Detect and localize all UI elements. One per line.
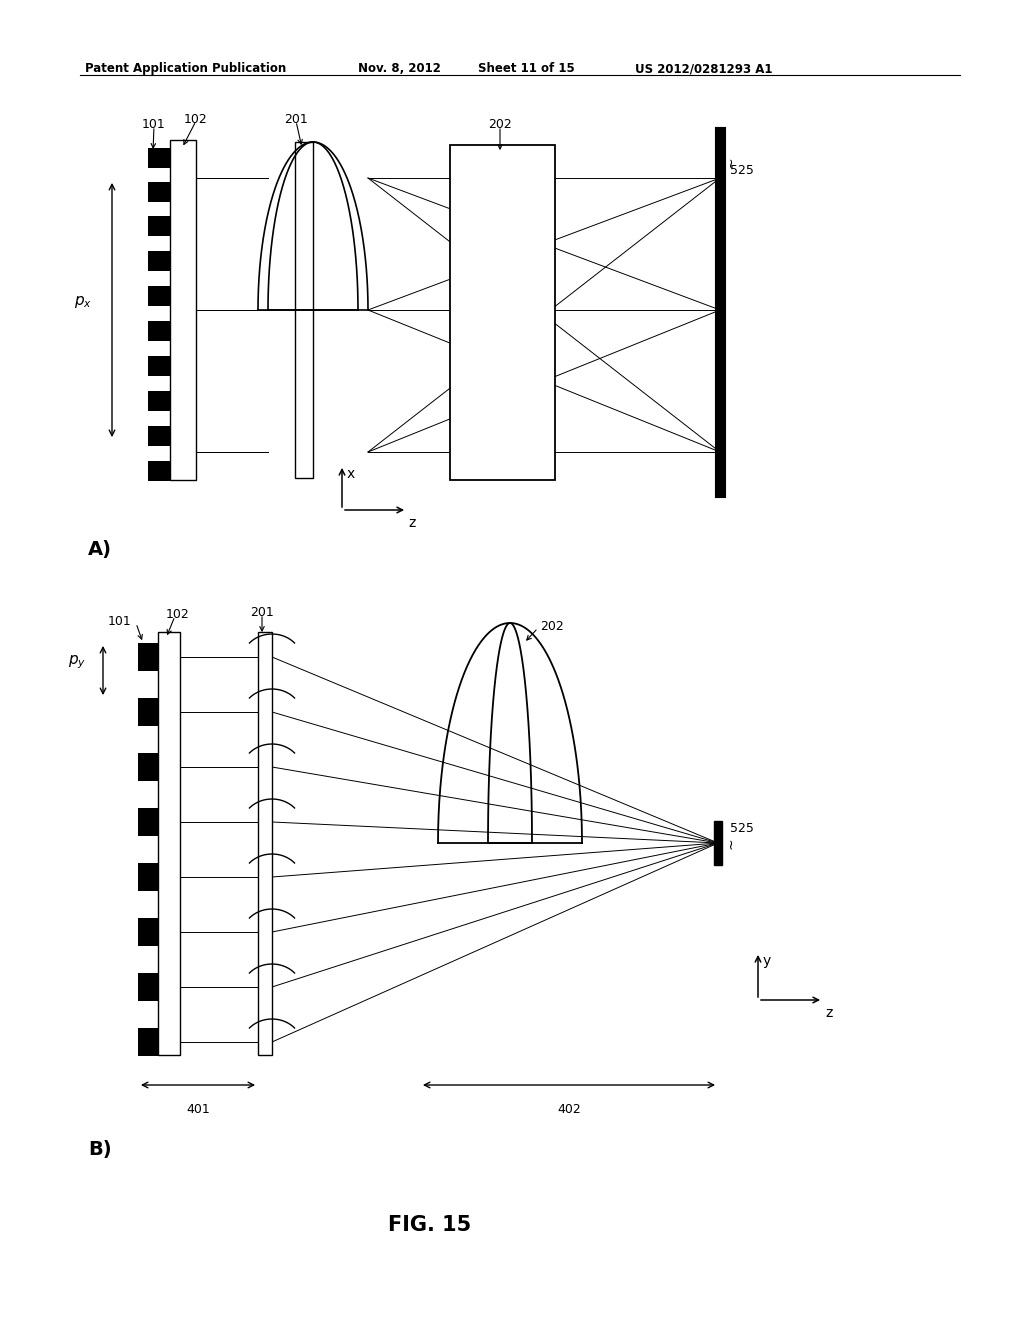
Text: z: z [825, 1006, 833, 1020]
Text: 201: 201 [250, 606, 273, 619]
Text: Patent Application Publication: Patent Application Publication [85, 62, 287, 75]
Bar [148, 391, 170, 411]
Bar [138, 698, 158, 726]
Text: B): B) [88, 1140, 112, 1159]
Text: 202: 202 [540, 620, 564, 634]
Text: 201: 201 [284, 114, 308, 125]
Bar [148, 461, 170, 480]
Text: y: y [763, 954, 771, 968]
Bar [138, 863, 158, 891]
Bar [138, 752, 158, 781]
Bar [148, 182, 170, 202]
Bar [714, 821, 722, 865]
Bar [138, 917, 158, 946]
Text: 525: 525 [730, 164, 754, 177]
Bar [138, 643, 158, 671]
Bar [148, 426, 170, 446]
Text: $p_y$: $p_y$ [68, 653, 86, 671]
Bar [148, 286, 170, 306]
Bar [295, 143, 313, 478]
Text: FIG. 15: FIG. 15 [388, 1214, 472, 1236]
Text: 102: 102 [166, 609, 189, 620]
Bar [148, 321, 170, 341]
Text: Sheet 11 of 15: Sheet 11 of 15 [478, 62, 574, 75]
Text: 401: 401 [186, 1104, 210, 1115]
Text: 402: 402 [557, 1104, 581, 1115]
Text: Nov. 8, 2012: Nov. 8, 2012 [358, 62, 441, 75]
Bar [148, 356, 170, 376]
Text: ~: ~ [724, 837, 738, 849]
Text: z: z [408, 516, 416, 531]
Text: US 2012/0281293 A1: US 2012/0281293 A1 [635, 62, 772, 75]
Bar [258, 632, 272, 1055]
Bar [138, 808, 158, 836]
Bar [170, 140, 196, 480]
Text: 202: 202 [488, 117, 512, 131]
Bar [158, 632, 180, 1055]
Text: 101: 101 [109, 615, 132, 628]
Bar [450, 145, 555, 480]
Bar [138, 1028, 158, 1056]
Bar [148, 216, 170, 236]
Text: ~: ~ [724, 156, 738, 168]
Bar [148, 251, 170, 271]
Bar [138, 973, 158, 1001]
Text: 525: 525 [730, 822, 754, 836]
Text: A): A) [88, 540, 112, 558]
Text: 101: 101 [142, 117, 166, 131]
Text: $p_x$: $p_x$ [74, 294, 92, 310]
Text: x: x [347, 467, 355, 480]
Text: 102: 102 [184, 114, 208, 125]
Bar [148, 148, 170, 168]
